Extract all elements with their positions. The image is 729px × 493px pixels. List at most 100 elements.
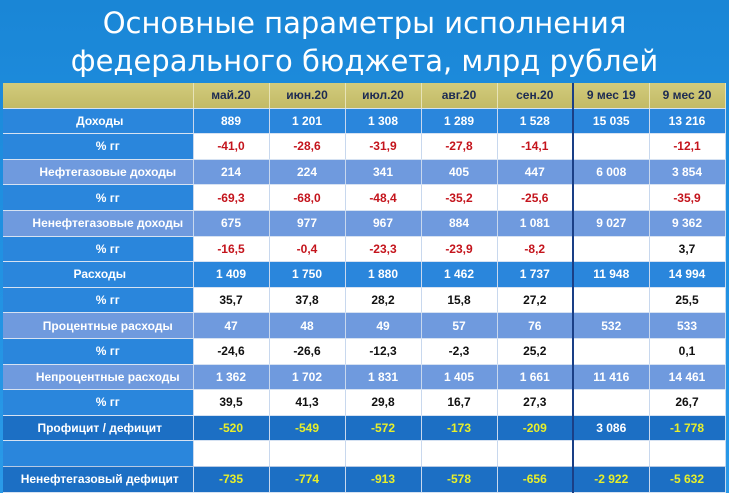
cell: 0,1 (649, 338, 726, 365)
row-label: % гг (3, 236, 194, 263)
row-label: Процентные расходы (3, 312, 194, 339)
cell: 967 (345, 210, 422, 237)
cell: -16,5 (193, 236, 270, 263)
cell (572, 236, 650, 263)
cell: 37,8 (269, 287, 346, 314)
cell: 41,3 (269, 389, 346, 416)
col-header: сен.20 (497, 83, 574, 109)
cell: 675 (193, 210, 270, 237)
cell: -68,0 (269, 184, 346, 211)
cell: -24,6 (193, 338, 270, 365)
cell: 977 (269, 210, 346, 237)
header-corner (3, 83, 194, 109)
cell: 889 (193, 108, 270, 135)
cell: 3 854 (649, 159, 726, 186)
row-interest-expenditure: Процентные расходы 47 48 49 57 76 532 53… (3, 312, 726, 339)
spacer-cell (3, 440, 194, 467)
cell: -0,4 (269, 236, 346, 263)
cell: 14 461 (649, 364, 726, 391)
slide-title: Основные параметры исполнения федерально… (0, 4, 729, 80)
row-label: Ненефтегазовые доходы (3, 210, 194, 237)
row-label: % гг (3, 133, 194, 160)
row-non-interest-expenditure: Непроцентные расходы 1 362 1 702 1 831 1… (3, 364, 726, 391)
row-label: % гг (3, 338, 194, 365)
cell: 47 (193, 312, 270, 339)
cell: 1 289 (421, 108, 498, 135)
spacer-cell (572, 440, 650, 467)
cell: 14 994 (649, 261, 726, 288)
cell: 28,2 (345, 287, 422, 314)
cell: 1 362 (193, 364, 270, 391)
cell: -25,6 (497, 184, 574, 211)
cell: -26,6 (269, 338, 346, 365)
cell: -12,1 (649, 133, 726, 160)
cell: 16,7 (421, 389, 498, 416)
col-header: июл.20 (345, 83, 422, 109)
row-spacer (3, 440, 726, 467)
row-oil-gas-revenue-yoy: % гг -69,3 -68,0 -48,4 -35,2 -25,6 -35,9 (3, 184, 726, 211)
cell: 224 (269, 159, 346, 186)
row-non-oil-gas-revenue: Ненефтегазовые доходы 675 977 967 884 1 … (3, 210, 726, 237)
row-oil-gas-revenue: Нефтегазовые доходы 214 224 341 405 447 … (3, 159, 726, 186)
cell: 1 880 (345, 261, 422, 288)
cell: -913 (345, 466, 422, 493)
cell: 13 216 (649, 108, 726, 135)
cell: 39,5 (193, 389, 270, 416)
cell: -35,2 (421, 184, 498, 211)
row-label: Непроцентные расходы (3, 364, 194, 391)
spacer-cell (269, 440, 346, 467)
cell: 532 (572, 312, 650, 339)
row-revenue-yoy: % гг -41,0 -28,6 -31,9 -27,8 -14,1 -12,1 (3, 133, 726, 160)
cell: 11 948 (572, 261, 650, 288)
spacer-cell (421, 440, 498, 467)
col-header: 9 мес 20 (649, 83, 726, 109)
row-label: % гг (3, 287, 194, 314)
cell: -209 (497, 415, 574, 442)
row-label: Расходы (3, 261, 194, 288)
cell: -774 (269, 466, 346, 493)
cell: -549 (269, 415, 346, 442)
cell: -2 922 (572, 466, 650, 493)
cell: 214 (193, 159, 270, 186)
spacer-cell (649, 440, 726, 467)
header-row: май.20 июн.20 июл.20 авг.20 сен.20 9 мес… (3, 83, 726, 109)
cell: 1 201 (269, 108, 346, 135)
cell: -1 778 (649, 415, 726, 442)
cell: 1 462 (421, 261, 498, 288)
cell: 26,7 (649, 389, 726, 416)
cell: 1 081 (497, 210, 574, 237)
cell: 1 405 (421, 364, 498, 391)
cell: 48 (269, 312, 346, 339)
row-non-interest-expenditure-yoy: % гг 39,5 41,3 29,8 16,7 27,3 26,7 (3, 389, 726, 416)
cell: -520 (193, 415, 270, 442)
cell: 533 (649, 312, 726, 339)
cell: 341 (345, 159, 422, 186)
cell: -27,8 (421, 133, 498, 160)
cell: -2,3 (421, 338, 498, 365)
cell (572, 184, 650, 211)
col-header: май.20 (193, 83, 270, 109)
row-non-oil-gas-deficit: Ненефтегазовый дефицит -735 -774 -913 -5… (3, 466, 726, 493)
col-header: июн.20 (269, 83, 346, 109)
cell: -28,6 (269, 133, 346, 160)
row-label: Профицит / дефицит (3, 415, 194, 442)
spacer-cell (193, 440, 270, 467)
cell: -8,2 (497, 236, 574, 263)
cell: -735 (193, 466, 270, 493)
cell: -69,3 (193, 184, 270, 211)
cell: 15,8 (421, 287, 498, 314)
cell (572, 338, 650, 365)
title-line-2: федерального бюджета, млрд рублей (70, 44, 659, 78)
cell: -23,3 (345, 236, 422, 263)
cell: -12,3 (345, 338, 422, 365)
cell: 1 702 (269, 364, 346, 391)
cell: 9 027 (572, 210, 650, 237)
spacer-cell (345, 440, 422, 467)
cell: 3 086 (572, 415, 650, 442)
row-label: % гг (3, 389, 194, 416)
cell: 11 416 (572, 364, 650, 391)
cell (572, 389, 650, 416)
spacer-cell (497, 440, 574, 467)
row-label: % гг (3, 184, 194, 211)
row-revenue: Доходы 889 1 201 1 308 1 289 1 528 15 03… (3, 108, 726, 135)
